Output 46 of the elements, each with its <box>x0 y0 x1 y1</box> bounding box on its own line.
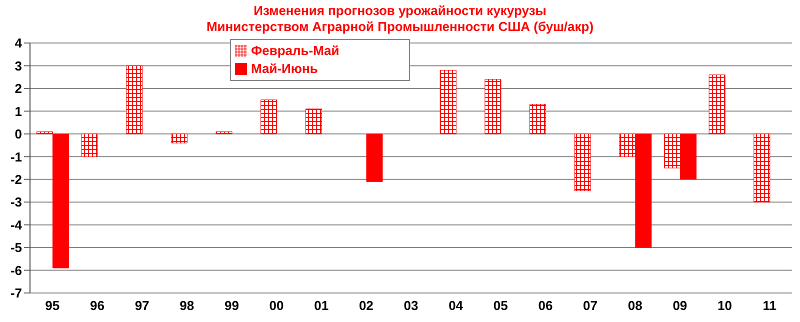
x-tick-label: 02 <box>358 298 374 314</box>
x-tick-label: 00 <box>269 298 284 314</box>
y-tick-label: -3 <box>10 194 22 210</box>
chart-title: Изменения прогнозов урожайности кукурузы <box>252 3 548 19</box>
y-tick-label: 4 <box>14 36 23 51</box>
bar <box>81 134 98 157</box>
y-tick-label: 1 <box>14 104 22 119</box>
x-tick-label: 99 <box>224 298 239 314</box>
bar <box>708 74 726 134</box>
chart-subtitle: Министерством Аграрной Промышленности США (буш/акр) <box>205 19 595 35</box>
bar <box>440 70 456 134</box>
bar <box>260 100 278 134</box>
y-tick-label: -2 <box>10 172 22 187</box>
bar <box>170 134 188 144</box>
y-tick-label: 0 <box>14 126 22 142</box>
y-tick-label: -5 <box>10 240 22 256</box>
bar <box>366 134 383 182</box>
x-tick-label: 06 <box>538 298 553 314</box>
bar <box>574 134 591 191</box>
y-tick-label: 2 <box>14 81 22 96</box>
bar <box>754 134 770 202</box>
x-tick-label: 04 <box>448 298 464 314</box>
x-tick-label: 98 <box>180 298 194 314</box>
x-tick-label: 95 <box>45 298 60 314</box>
legend-label: Февраль-Май <box>251 43 340 58</box>
x-tick-label: 96 <box>90 298 104 314</box>
x-tick-label: 07 <box>583 298 598 314</box>
bar <box>484 79 502 134</box>
x-tick-label: 05 <box>493 298 508 314</box>
bar <box>305 108 322 134</box>
x-tick-label: 97 <box>134 298 150 314</box>
y-tick-label: -7 <box>10 286 22 301</box>
bar <box>216 131 232 134</box>
x-tick-label: 11 <box>762 298 776 314</box>
legend-label: Май-Июнь <box>251 61 318 76</box>
x-tick-label: 01 <box>314 298 329 314</box>
x-tick-label: 03 <box>404 298 418 314</box>
x-tick-label: 10 <box>718 298 732 314</box>
x-tick-label: 09 <box>672 298 688 314</box>
y-tick-label: -6 <box>10 262 22 278</box>
y-tick-label: -1 <box>10 149 22 164</box>
y-tick-label: -4 <box>10 217 23 232</box>
y-tick-label: 3 <box>14 58 22 74</box>
bar <box>126 65 143 134</box>
bar <box>530 104 546 134</box>
x-tick-label: 08 <box>628 298 642 314</box>
